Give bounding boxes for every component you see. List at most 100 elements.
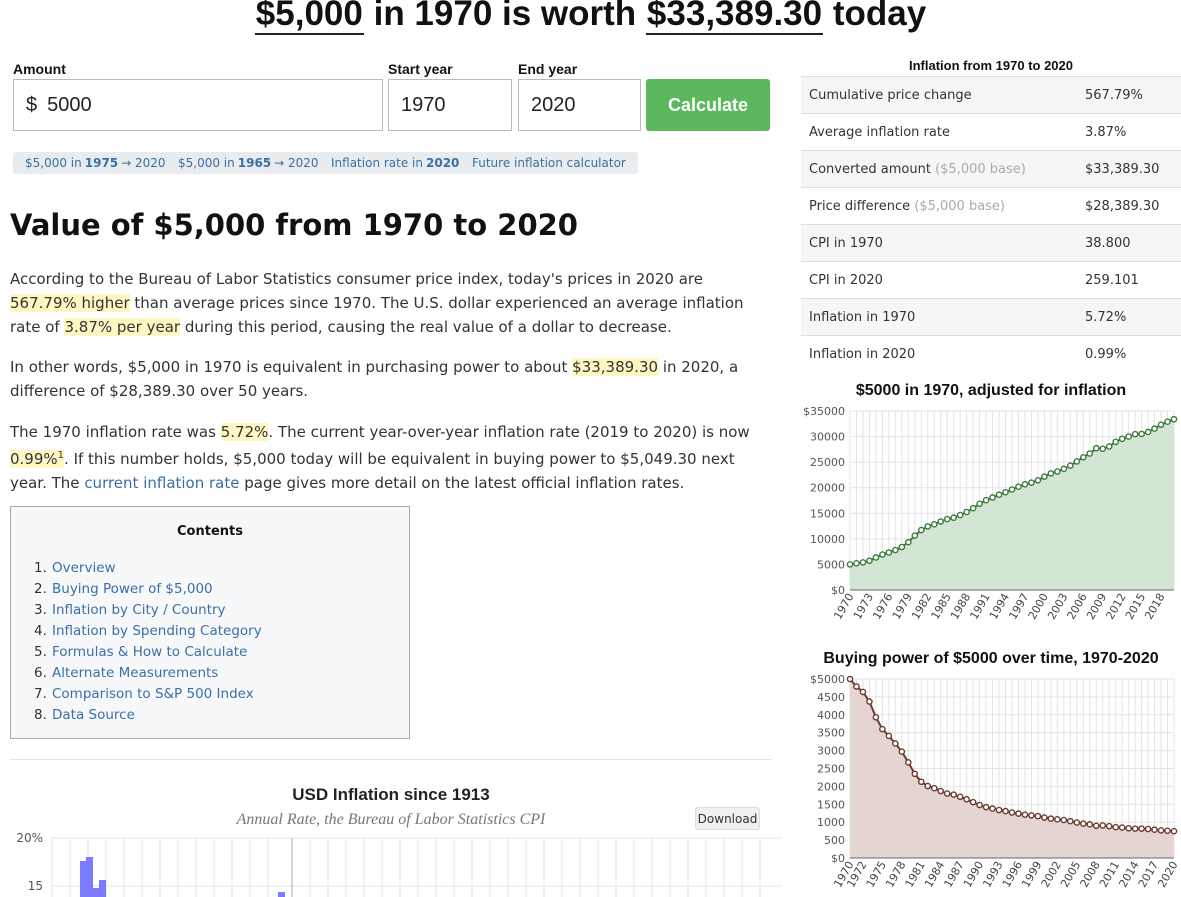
- data-point: [1086, 450, 1094, 457]
- toc-item[interactable]: 2. Buying Power of $5,000: [34, 579, 262, 600]
- text: than average prices since 1970. The U.S.…: [10, 294, 744, 336]
- usd-y-tick-20: 20%: [16, 831, 43, 845]
- start-year-input[interactable]: [401, 93, 511, 117]
- toc-item[interactable]: 8. Data Source: [34, 705, 262, 726]
- toc-item[interactable]: 4. Inflation by Spending Category: [34, 621, 262, 642]
- data-point: [1034, 812, 1042, 820]
- data-point: [1157, 827, 1165, 834]
- toc-link[interactable]: Buying Power of $5,000: [52, 581, 213, 597]
- toc-link[interactable]: Alternate Measurements: [52, 665, 219, 681]
- label-text: Converted amount: [809, 161, 931, 177]
- toc-number: 8.: [34, 707, 47, 723]
- row-label: Inflation in 1970: [801, 298, 1085, 336]
- label-text: Cumulative price change: [809, 87, 972, 103]
- table-row: CPI in 2020 259.101: [801, 261, 1181, 299]
- data-point: [963, 508, 970, 516]
- data-point: [1002, 807, 1009, 815]
- data-point: [956, 793, 964, 801]
- quick-link-year: 1965: [237, 156, 272, 170]
- quick-link-future-calculator[interactable]: Future inflation calculator: [460, 152, 638, 174]
- row-label: Cumulative price change: [801, 76, 1085, 114]
- x-tick-label: 2018: [1142, 591, 1167, 622]
- data-point: [872, 714, 880, 721]
- data-point: [1170, 827, 1178, 835]
- y-tick-label: 2500: [817, 763, 845, 776]
- amount-input[interactable]: [47, 93, 382, 117]
- data-point: [950, 514, 957, 522]
- data-point: [1112, 823, 1119, 831]
- text: page gives more detail on the latest off…: [244, 474, 685, 492]
- toc-link[interactable]: Overview: [52, 560, 116, 576]
- data-point: [1164, 418, 1171, 425]
- currency-symbol: $: [26, 93, 38, 116]
- current-inflation-rate-link[interactable]: current inflation rate: [84, 474, 240, 492]
- data-point: [1086, 821, 1094, 828]
- headline-result: $33,389.30: [645, 0, 824, 35]
- data-point: [853, 560, 860, 567]
- toc-item[interactable]: 3. Inflation by City / Country: [34, 600, 262, 621]
- data-point: [872, 554, 880, 561]
- label-text: CPI in 1970: [809, 235, 883, 251]
- data-point: [1099, 822, 1107, 829]
- quick-link-1965[interactable]: $5,000 in 1965 → 2020: [166, 152, 331, 174]
- start-year-field[interactable]: [388, 79, 512, 131]
- data-point: [1073, 458, 1081, 465]
- data-point: [1131, 430, 1139, 438]
- toc-link[interactable]: Formulas & How to Calculate: [52, 644, 248, 660]
- y-tick-label: 1500: [817, 798, 845, 811]
- toc-link[interactable]: Comparison to S&P 500 Index: [52, 686, 254, 702]
- quick-link-text: → 2020: [121, 156, 166, 170]
- usd-bar: [278, 892, 285, 897]
- text: during this period, causing the real val…: [184, 318, 672, 336]
- data-point: [1099, 445, 1107, 453]
- data-point: [1092, 822, 1100, 830]
- footnote-ref[interactable]: 1: [57, 450, 65, 461]
- data-point: [969, 504, 977, 512]
- label-text: Price difference: [809, 198, 911, 214]
- toc-item[interactable]: 7. Comparison to S&P 500 Index: [34, 684, 262, 705]
- data-point: [853, 683, 860, 690]
- amount-field[interactable]: $: [13, 79, 383, 131]
- current-rate-value: 0.99%: [10, 450, 58, 468]
- toc-link[interactable]: Inflation by Spending Category: [52, 623, 262, 639]
- quick-link-1975[interactable]: $5,000 in 1975 → 2020: [13, 152, 178, 174]
- toc-link[interactable]: Data Source: [52, 707, 135, 723]
- calculate-button[interactable]: Calculate: [646, 79, 770, 131]
- data-point: [911, 532, 919, 539]
- toc-item[interactable]: 6. Alternate Measurements: [34, 663, 262, 684]
- toc-link[interactable]: Inflation by City / Country: [52, 602, 226, 618]
- summary-table: Cumulative price change 567.79% Average i…: [801, 76, 1181, 373]
- table-row: Inflation in 2020 0.99%: [801, 335, 1181, 373]
- data-point: [995, 491, 1003, 499]
- toc-number: 3.: [34, 602, 47, 618]
- quick-link-year: 2020: [426, 156, 460, 170]
- data-point: [1138, 825, 1145, 832]
- buying-power-chart-title: Buying power of $5000 over time, 1970-20…: [823, 650, 1159, 667]
- row-label: Converted amount ($5,000 base): [801, 150, 1085, 188]
- toc-item[interactable]: 5. Formulas & How to Calculate: [34, 642, 262, 663]
- data-point: [976, 801, 983, 809]
- data-point: [1002, 488, 1009, 496]
- quick-link-inflation-rate[interactable]: Inflation rate in 2020: [319, 152, 475, 174]
- data-point: [982, 803, 990, 811]
- download-button[interactable]: Download: [695, 807, 760, 830]
- y-tick-label: 3000: [817, 745, 845, 758]
- section-divider: [10, 759, 772, 760]
- end-year-input[interactable]: [531, 93, 640, 117]
- label-text: Inflation in 2020: [809, 346, 916, 362]
- series-area: [850, 419, 1174, 590]
- end-year-field[interactable]: [518, 79, 641, 131]
- toc-item[interactable]: 1. Overview: [34, 558, 262, 579]
- data-point: [976, 500, 983, 508]
- row-label: CPI in 1970: [801, 224, 1085, 262]
- data-point: [905, 759, 912, 766]
- data-point: [866, 698, 873, 705]
- data-point: [1073, 819, 1081, 826]
- table-row: Average inflation rate 3.87%: [801, 113, 1181, 151]
- data-point: [1021, 811, 1029, 818]
- data-point: [943, 515, 951, 523]
- data-point: [1015, 810, 1022, 817]
- y-tick-label: 5000: [817, 558, 845, 571]
- row-value: 567.79%: [1085, 76, 1181, 114]
- text: . The current year-over-year inflation r…: [268, 423, 750, 441]
